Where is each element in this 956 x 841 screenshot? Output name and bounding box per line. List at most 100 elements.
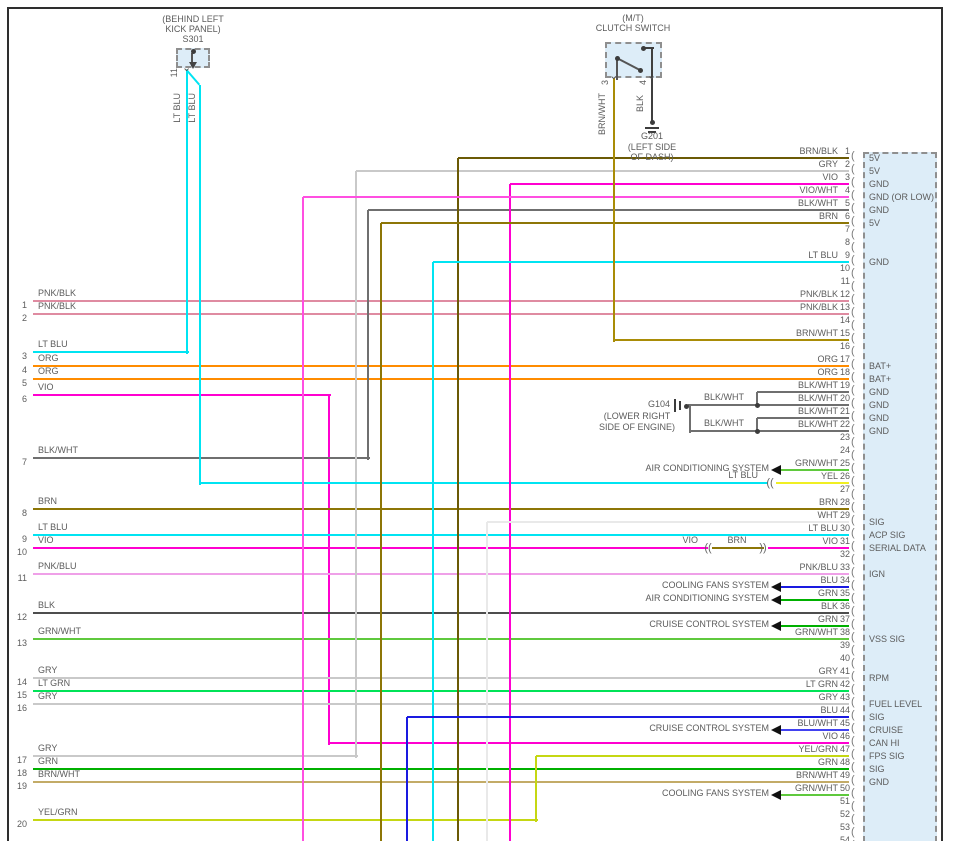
pin-bracket-icon: (	[851, 735, 855, 747]
g104-location-line: (LOWER RIGHT	[603, 411, 671, 421]
s301-title-line: KICK PANEL)	[165, 24, 221, 34]
wire	[303, 196, 849, 198]
pin-bracket-icon: (	[851, 774, 855, 786]
wire	[33, 638, 849, 640]
pin-number: 41	[839, 666, 850, 676]
pin-number: 33	[839, 562, 850, 572]
circuit-number: 7	[21, 457, 27, 467]
pin-number: 28	[839, 497, 850, 507]
pin-wire-label: WHT	[817, 510, 839, 520]
wire	[328, 395, 330, 745]
pin-bracket-icon: (	[851, 514, 855, 526]
circuit-wire-label: PNK/BLU	[38, 561, 77, 571]
junction-dot	[649, 119, 655, 125]
splice-symbol: ))	[759, 542, 767, 554]
wire	[381, 222, 849, 224]
pin-bracket-icon: (	[851, 787, 855, 799]
wire	[457, 158, 459, 841]
system-link-wire	[781, 599, 849, 601]
wire	[33, 300, 849, 302]
pin-function-label: GND	[869, 179, 889, 189]
pin-number: 53	[839, 822, 850, 832]
circuit-number: 3	[21, 351, 27, 361]
pin-wire-label: ORG	[817, 354, 838, 364]
pin-bracket-icon: (	[851, 475, 855, 487]
wire	[33, 819, 538, 821]
circuit-number: 11	[17, 573, 27, 583]
pin-bracket-icon: (	[851, 722, 855, 734]
pin-number: 36	[839, 601, 850, 611]
system-link-wire	[781, 586, 849, 588]
pin-function-label: SIG	[869, 712, 885, 722]
inline-wire-label: BLK/WHT	[704, 392, 745, 402]
pin-number: 50	[839, 783, 850, 793]
pin-number: 47	[839, 744, 850, 754]
pin-bracket-icon: (	[851, 527, 855, 539]
pin-number: 21	[839, 406, 850, 416]
junction-dot	[754, 428, 760, 434]
pin-wire-label: VIO	[822, 172, 838, 182]
wire	[433, 261, 849, 263]
wire	[33, 457, 370, 459]
s301-wire-label: LT BLU	[172, 93, 182, 123]
wire	[200, 482, 768, 484]
pin-function-label: CAN HI	[869, 738, 900, 748]
pin-wire-label: GRN/WHT	[795, 458, 838, 468]
pin-function-label: GND	[869, 400, 889, 410]
pin-number: 16	[839, 341, 850, 351]
wire	[33, 351, 189, 353]
wire	[768, 547, 849, 549]
wire	[199, 85, 201, 485]
diagram-frame-line	[7, 7, 943, 9]
pin-number: 25	[839, 458, 850, 468]
wire	[33, 378, 849, 380]
pin-bracket-icon: (	[851, 592, 855, 604]
wire	[191, 53, 193, 66]
pin-bracket-icon: (	[851, 800, 855, 812]
circuit-wire-label: VIO	[38, 535, 54, 545]
junction-dot	[190, 48, 196, 54]
system-arrow-icon	[771, 725, 781, 735]
circuit-number: 18	[16, 768, 27, 778]
pin-bracket-icon: (	[851, 384, 855, 396]
system-link-wire	[781, 625, 849, 627]
pin-number: 49	[839, 770, 850, 780]
pin-bracket-icon: (	[851, 670, 855, 682]
circuit-wire-label: YEL/GRN	[38, 807, 78, 817]
ground-symbol-bar	[674, 399, 676, 412]
pin-wire-label: BLK/WHT	[797, 406, 838, 416]
system-label: CRUISE CONTROL SYSTEM	[649, 723, 769, 733]
circuit-number: 10	[16, 547, 27, 557]
pin-number: 48	[839, 757, 850, 767]
system-label: COOLING FANS SYSTEM	[661, 580, 769, 590]
wire	[33, 313, 849, 315]
wire	[406, 717, 408, 841]
pin-bracket-icon: (	[851, 358, 855, 370]
wire	[33, 755, 358, 757]
wire	[509, 184, 511, 841]
pin-number: 17	[839, 354, 850, 364]
wire	[33, 573, 849, 575]
pin-bracket-icon: (	[851, 319, 855, 331]
pin-number: 20	[839, 393, 850, 403]
pin-bracket-icon: (	[851, 748, 855, 760]
pin-bracket-icon: (	[851, 449, 855, 461]
pin-function-label: BAT+	[869, 361, 892, 371]
wire	[712, 547, 764, 549]
junction-dot	[754, 402, 760, 408]
pin-function-label: VSS SIG	[869, 634, 906, 644]
wire	[689, 405, 691, 433]
pin-bracket-icon: (	[851, 306, 855, 318]
pin-bracket-icon: (	[851, 579, 855, 591]
circuit-wire-label: VIO	[38, 382, 54, 392]
splice-symbol: ((	[766, 477, 774, 489]
wire	[535, 756, 537, 822]
pin-number: 7	[844, 224, 850, 234]
pin-function-label: GND	[869, 257, 889, 267]
wire	[643, 47, 654, 49]
pin-function-label: IGN	[869, 569, 886, 579]
circuit-wire-label: PNK/BLK	[38, 288, 77, 298]
pin-number: 39	[839, 640, 850, 650]
pin-wire-label: VIO	[822, 536, 838, 546]
